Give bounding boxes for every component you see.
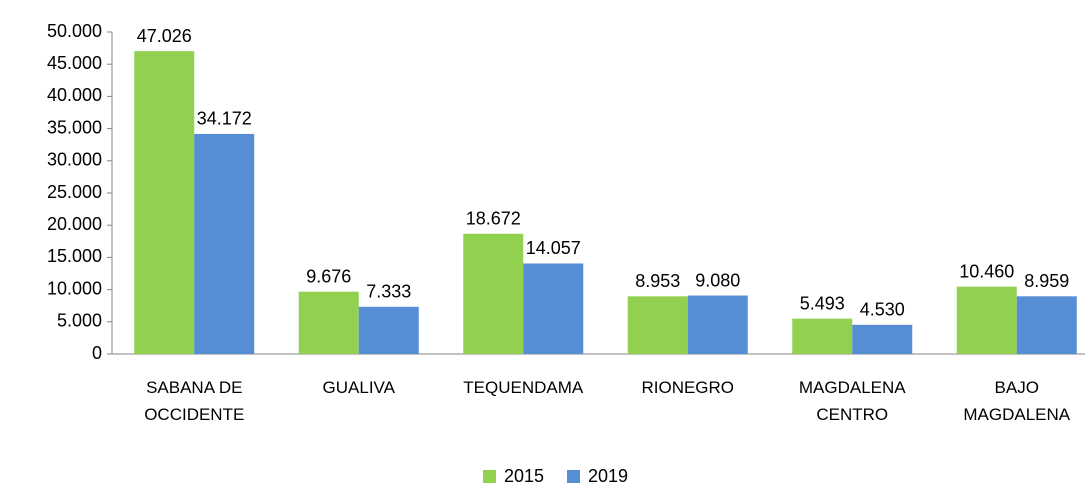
y-tick-label: 35.000 (47, 117, 102, 137)
legend-label: 2015 (504, 466, 544, 486)
x-tick-label: TEQUENDAMA (463, 378, 584, 397)
y-tick-label: 5.000 (57, 311, 102, 331)
bar (956, 286, 1017, 354)
x-tick-label: MAGDALENA CENTRO (798, 378, 906, 424)
legend-swatch (483, 470, 496, 483)
data-label: 34.172 (197, 109, 252, 129)
bar (358, 306, 419, 354)
bar (463, 233, 524, 354)
y-tick-label: 25.000 (47, 182, 102, 202)
data-label: 10.460 (959, 261, 1014, 281)
data-label: 47.026 (137, 26, 192, 46)
x-tick-label: SABANA DE OCCIDENTE (144, 378, 245, 424)
y-tick-label: 15.000 (47, 246, 102, 266)
bar (852, 324, 913, 354)
data-label: 8.953 (635, 271, 680, 291)
legend-swatch (567, 470, 580, 483)
bar (687, 295, 748, 354)
bar (792, 318, 853, 354)
y-tick-label: 10.000 (47, 278, 102, 298)
bar (1016, 296, 1077, 354)
legend-label: 2019 (588, 466, 628, 486)
y-tick-label: 20.000 (47, 214, 102, 234)
data-label: 5.493 (800, 293, 845, 313)
data-label: 4.530 (860, 300, 905, 320)
y-tick-label: 50.000 (47, 21, 102, 41)
data-label: 9.676 (306, 266, 351, 286)
y-tick-label: 30.000 (47, 150, 102, 170)
x-tick-label: GUALIVA (322, 378, 395, 397)
data-label: 14.057 (526, 238, 581, 258)
data-label: 9.080 (695, 270, 740, 290)
x-tick-label: RIONEGRO (641, 378, 735, 397)
data-label: 18.672 (466, 209, 521, 229)
bar (627, 296, 688, 354)
data-label: 7.333 (366, 282, 411, 302)
bar (298, 291, 359, 354)
y-tick-label: 40.000 (47, 85, 102, 105)
bar (194, 133, 255, 354)
x-tick-label: BAJO MAGDALENA (963, 378, 1071, 424)
y-tick-label: 0 (92, 343, 102, 363)
y-tick-label: 45.000 (47, 53, 102, 73)
bar (134, 51, 195, 355)
data-label: 8.959 (1024, 271, 1069, 291)
bar (523, 263, 584, 354)
